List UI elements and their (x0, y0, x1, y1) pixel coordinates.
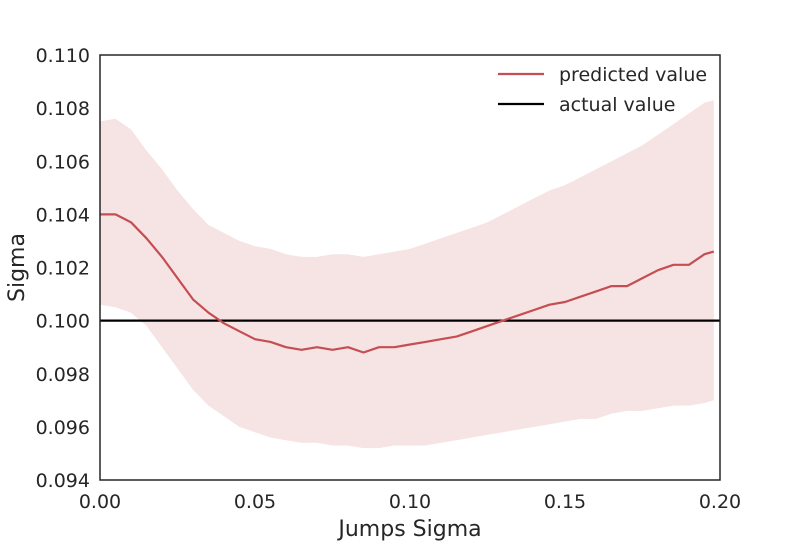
y-tick-label: 0.104 (36, 204, 90, 226)
y-tick-label: 0.110 (36, 45, 90, 67)
y-tick-label: 0.100 (36, 311, 90, 333)
legend: predicted value actual value (498, 64, 707, 116)
y-tick-label: 0.094 (36, 470, 90, 492)
legend-label-predicted: predicted value (559, 64, 707, 86)
plot-frame (99, 54, 721, 481)
predicted-value-line (100, 213, 715, 354)
x-tick-label: 0.15 (544, 491, 586, 513)
x-tick-label: 0.20 (699, 491, 741, 513)
x-axis: 0.00 0.05 0.10 0.15 0.20 (79, 491, 741, 513)
y-tick-label: 0.106 (36, 151, 90, 173)
y-tick-label: 0.098 (36, 364, 90, 386)
x-axis-label: Jumps Sigma (336, 517, 481, 542)
x-tick-label: 0.00 (79, 491, 121, 513)
y-axis: 0.094 0.096 0.098 0.100 0.102 0.104 0.106 0.108… (36, 45, 90, 492)
x-tick-label: 0.05 (234, 491, 276, 513)
y-axis-label: Sigma (5, 233, 30, 302)
y-tick-label: 0.096 (36, 417, 90, 439)
plot-area (99, 54, 721, 481)
x-tick-label: 0.10 (389, 491, 431, 513)
y-tick-label: 0.108 (36, 98, 90, 120)
y-tick-label: 0.102 (36, 258, 90, 280)
legend-label-actual: actual value (559, 94, 675, 116)
confidence-band (100, 100, 714, 449)
